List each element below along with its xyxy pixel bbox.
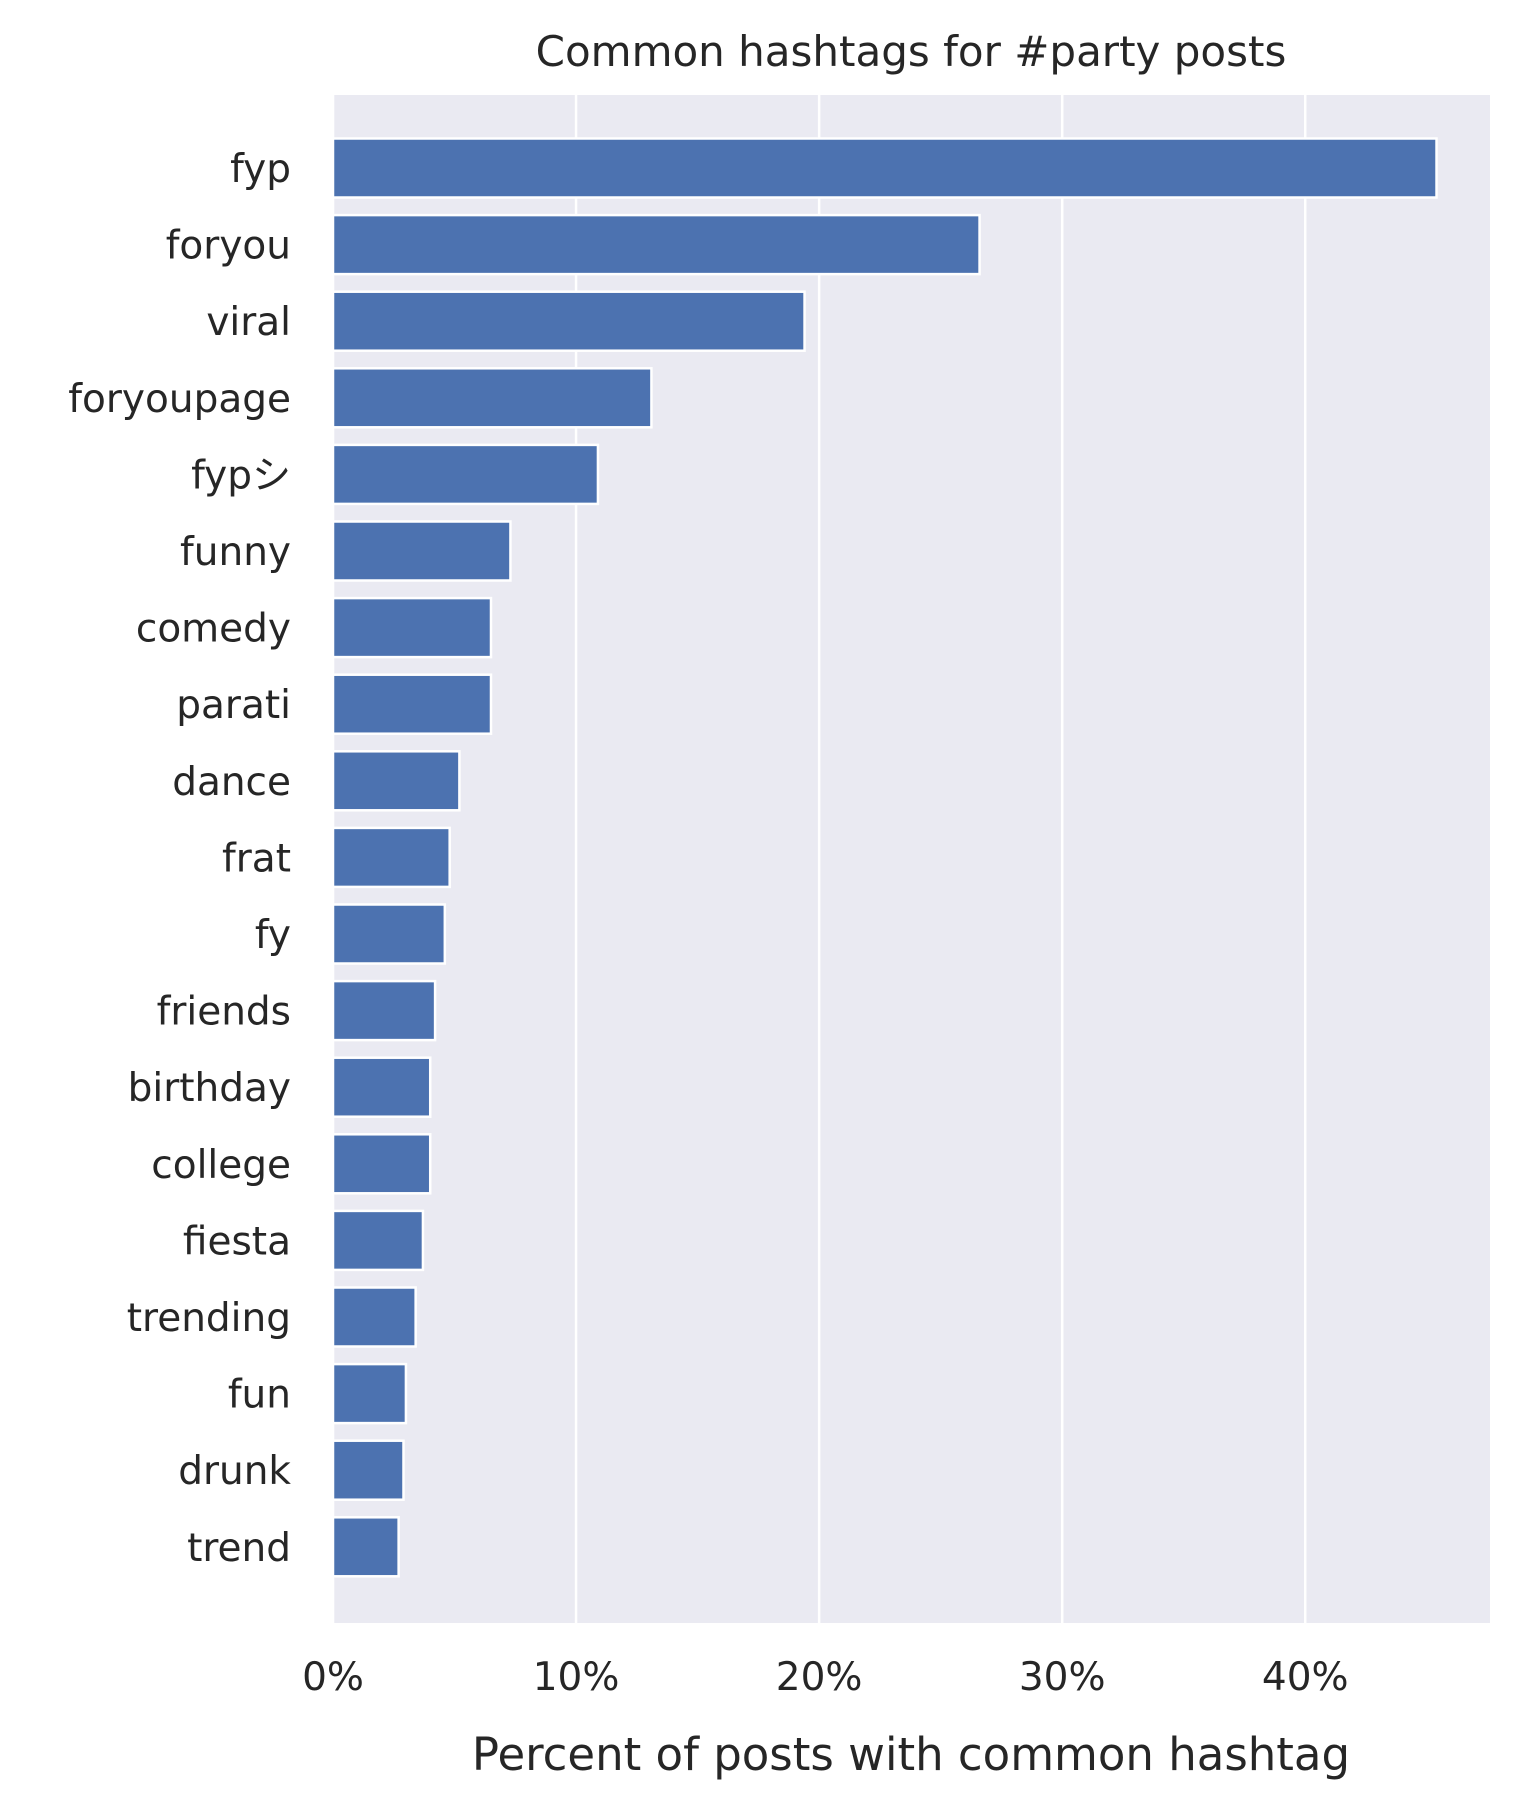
bar-7 xyxy=(331,673,493,735)
x-axis-label: Percent of posts with common hashtag xyxy=(472,1728,1350,1781)
y-tick-label: trend xyxy=(187,1526,291,1571)
bar-3 xyxy=(331,367,653,429)
x-tick-label: 10% xyxy=(533,1655,620,1700)
y-tick-label: fiesta xyxy=(183,1219,291,1264)
x-tick-label: 40% xyxy=(1262,1655,1349,1700)
bar-10 xyxy=(331,903,447,965)
y-tick-label: fy xyxy=(255,913,291,958)
bar-11 xyxy=(331,979,437,1042)
y-tick-label: funny xyxy=(180,530,291,575)
y-tick-label: fyp xyxy=(230,147,291,192)
bar-18 xyxy=(331,1516,400,1578)
y-tick-labels: fyp foryou viral foryoupage fypシ funny comedy p… xyxy=(68,147,291,1571)
bar-5 xyxy=(331,520,512,582)
x-tick-labels: 0% 10% 20% 30% 40% xyxy=(302,1655,1349,1700)
bar-17 xyxy=(331,1439,405,1501)
y-tick-label: dance xyxy=(172,760,291,805)
bar-16 xyxy=(331,1362,408,1425)
x-tick-label: 20% xyxy=(776,1655,863,1700)
y-tick-label: trending xyxy=(127,1296,291,1341)
y-tick-label: fypシ xyxy=(191,453,291,498)
y-tick-label: birthday xyxy=(128,1066,291,1111)
bar-14 xyxy=(331,1209,425,1272)
bars xyxy=(331,137,1438,1578)
bar-0 xyxy=(331,137,1438,199)
bar-12 xyxy=(331,1056,432,1118)
y-tick-label: fun xyxy=(228,1373,291,1418)
y-tick-label: comedy xyxy=(136,607,291,652)
bar-4 xyxy=(331,443,600,506)
y-tick-label: frat xyxy=(222,836,291,881)
x-tick-label: 0% xyxy=(302,1655,364,1700)
y-tick-label: drunk xyxy=(178,1449,291,1494)
bar-1 xyxy=(331,213,981,276)
y-tick-label: friends xyxy=(157,990,291,1035)
x-tick-label: 30% xyxy=(1019,1655,1106,1700)
bar-2 xyxy=(331,290,806,352)
y-tick-label: parati xyxy=(176,683,291,728)
bar-8 xyxy=(331,750,461,812)
y-tick-label: foryoupage xyxy=(68,377,291,422)
y-tick-label: viral xyxy=(206,300,291,345)
y-tick-label: foryou xyxy=(166,224,291,269)
bar-6 xyxy=(331,596,493,659)
bar-9 xyxy=(331,826,451,889)
y-tick-label: college xyxy=(151,1143,291,1188)
bar-13 xyxy=(331,1133,432,1195)
chart-title: Common hashtags for #party posts xyxy=(536,27,1287,76)
bar-15 xyxy=(331,1286,417,1348)
